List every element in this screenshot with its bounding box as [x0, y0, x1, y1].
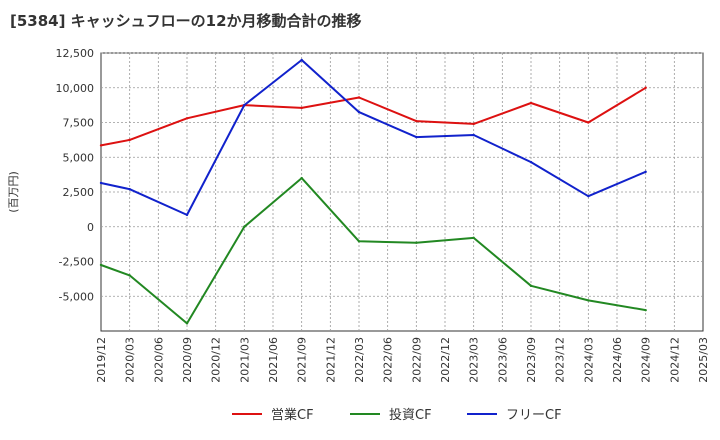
data-point: [243, 225, 246, 228]
y-tick-label: -5,000: [59, 290, 94, 303]
data-point: [587, 121, 590, 124]
data-point: [128, 138, 131, 142]
y-tick-label: -2,500: [59, 256, 94, 269]
x-tick-label: 2022/03: [353, 337, 366, 383]
x-tick-label: 2022/12: [439, 337, 452, 383]
x-tick-label: 2019/12: [95, 337, 108, 383]
x-tick-label: 2024/06: [611, 337, 624, 383]
data-point: [587, 194, 590, 198]
data-point: [357, 110, 361, 114]
data-point: [644, 86, 647, 89]
data-point: [415, 119, 418, 123]
x-tick-label: 2023/06: [496, 337, 509, 383]
data-point: [99, 263, 103, 267]
x-tick-label: 2021/09: [296, 337, 309, 383]
x-tick-label: 2021/12: [324, 337, 337, 383]
y-axis-label: (百万円): [7, 171, 20, 213]
data-point: [415, 241, 418, 244]
data-point: [587, 299, 590, 302]
data-point: [300, 58, 303, 62]
legend: 営業CF 投資CF フリーCF: [232, 407, 562, 423]
data-point: [415, 135, 418, 139]
legend-label: 営業CF: [271, 407, 314, 423]
y-tick-label: 10,000: [56, 82, 95, 95]
data-point: [529, 160, 533, 164]
x-tick-label: 2020/12: [210, 337, 223, 383]
y-axis-ticks: 12,500 10,000 7,500 5,000 2,500 0 -2,500 -5,000: [56, 47, 95, 303]
data-point: [472, 133, 475, 137]
grid-lines: [101, 52, 703, 331]
data-point: [357, 240, 361, 243]
x-tick-label: 2023/12: [554, 337, 567, 383]
x-tick-label: 2024/09: [640, 337, 653, 383]
y-tick-label: 12,500: [56, 47, 95, 60]
chart-title: [5384] キャッシュフローの12か月移動合計の推移: [10, 12, 362, 30]
data-point: [185, 117, 189, 120]
data-point: [357, 96, 361, 99]
x-tick-label: 2024/03: [582, 337, 595, 383]
y-tick-label: 7,500: [63, 117, 95, 130]
y-tick-label: 2,500: [63, 186, 95, 199]
data-point: [300, 176, 303, 180]
data-point: [99, 144, 103, 147]
x-tick-label: 2022/06: [382, 337, 395, 383]
x-tick-label: 2023/09: [525, 337, 538, 383]
x-tick-label: 2024/12: [668, 337, 681, 383]
data-point: [644, 170, 647, 174]
data-point: [300, 106, 303, 110]
data-point: [644, 308, 647, 312]
x-tick-label: 2020/09: [181, 337, 194, 383]
legend-label: 投資CF: [389, 407, 432, 423]
data-point: [128, 188, 131, 191]
x-tick-label: 2021/06: [267, 337, 280, 383]
data-point: [529, 101, 533, 105]
data-point: [243, 103, 246, 107]
data-point: [99, 181, 103, 185]
data-point: [472, 122, 475, 126]
data-point: [472, 236, 475, 240]
x-tick-label: 2023/03: [468, 337, 481, 383]
data-point: [128, 274, 131, 277]
x-axis-ticks: 2019/12 2020/03 2020/06 2020/09 2020/12 2021/…: [95, 337, 710, 383]
x-tick-label: 2020/06: [152, 337, 165, 383]
data-point: [529, 284, 533, 288]
data-point: [185, 213, 189, 217]
series-layer: [99, 58, 647, 325]
y-tick-label: 5,000: [63, 151, 95, 164]
x-tick-label: 2020/03: [124, 337, 137, 383]
x-tick-label: 2021/03: [238, 337, 251, 383]
y-tick-label: 0: [87, 221, 94, 234]
data-point: [185, 322, 189, 325]
x-tick-label: 2025/03: [697, 337, 710, 383]
legend-label: フリーCF: [506, 408, 562, 423]
x-tick-label: 2022/09: [410, 337, 423, 383]
